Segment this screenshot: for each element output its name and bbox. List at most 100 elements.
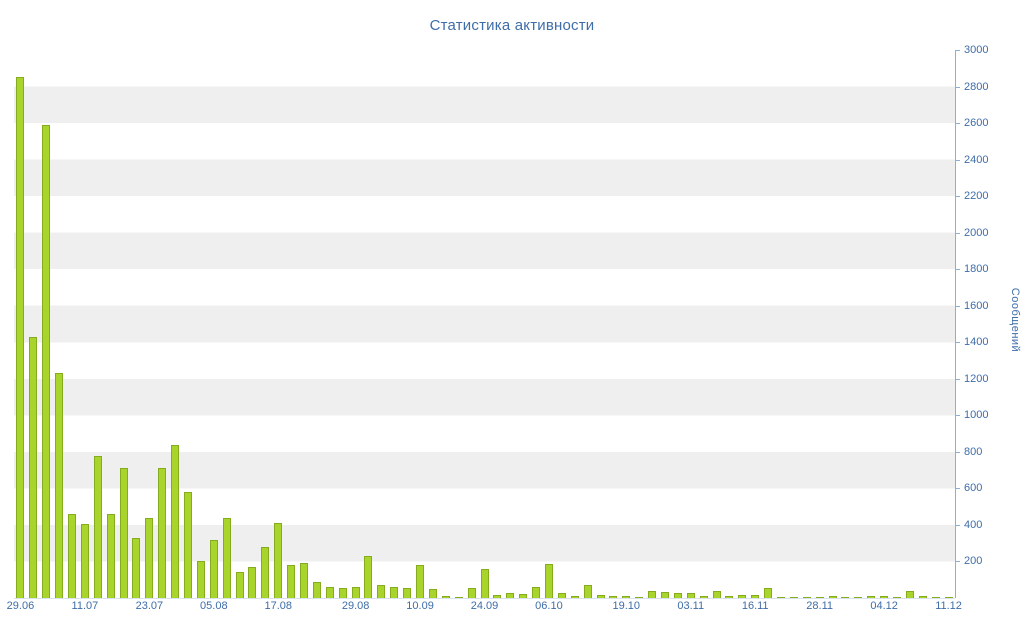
bar xyxy=(519,594,528,598)
bar xyxy=(377,585,386,598)
x-tick-label: 11.12 xyxy=(935,600,962,612)
x-tick-label: 10.09 xyxy=(406,600,434,612)
bar xyxy=(196,561,205,598)
y-tick-label: 3000 xyxy=(964,44,989,56)
bar xyxy=(635,597,644,598)
x-tick-label: 28.11 xyxy=(806,600,833,612)
y-tick-label: 1800 xyxy=(964,263,989,276)
bar xyxy=(480,569,489,598)
bar xyxy=(622,596,631,598)
bar xyxy=(596,595,605,598)
bar xyxy=(751,595,760,598)
bar xyxy=(29,337,38,598)
bar xyxy=(764,588,773,598)
bar xyxy=(351,587,360,598)
y-tick-label: 800 xyxy=(964,445,983,458)
bar xyxy=(557,593,566,598)
y-tick-label: 1000 xyxy=(964,409,989,422)
y-tick-mark xyxy=(955,451,960,453)
bar xyxy=(609,596,618,598)
bar xyxy=(660,592,669,598)
y-tick-mark xyxy=(955,159,960,161)
y-tick-mark xyxy=(955,232,960,234)
bar xyxy=(16,77,25,598)
bar xyxy=(944,597,953,598)
y-tick-label: 200 xyxy=(964,555,983,568)
bar xyxy=(325,587,334,598)
y-tick-mark xyxy=(955,123,960,125)
bar xyxy=(287,565,296,598)
bar xyxy=(42,125,51,598)
y-axis-ticks: 200 400 600 800 1000 1200 1400 1600 1800 2000 2200… xyxy=(955,45,1015,598)
y-tick-mark xyxy=(955,378,960,380)
bar xyxy=(209,540,218,598)
x-tick-label: 23.07 xyxy=(135,600,164,612)
bar xyxy=(776,597,785,598)
bar xyxy=(738,595,747,598)
bar xyxy=(145,518,154,598)
bar xyxy=(364,556,373,598)
x-tick-label: 29.08 xyxy=(341,600,370,612)
bar xyxy=(544,564,553,598)
y-tick-mark xyxy=(955,415,960,417)
bar xyxy=(841,597,850,598)
y-tick-mark xyxy=(955,50,960,51)
bar xyxy=(390,587,399,598)
y-tick-label: 2000 xyxy=(964,226,989,239)
x-axis-line xyxy=(14,598,955,599)
y-tick-label: 1400 xyxy=(964,336,989,349)
y-tick-label: 1600 xyxy=(964,299,989,312)
plot-area xyxy=(14,50,955,598)
bar xyxy=(828,596,837,598)
y-tick-label: 400 xyxy=(964,518,983,531)
bar xyxy=(403,588,412,598)
x-axis-labels: 29.06 11.07 23.07 05.08 17.08 29.08 10.09 24.09… xyxy=(7,600,962,617)
y-tick-label: 2200 xyxy=(964,190,989,203)
bar xyxy=(686,593,695,598)
y-tick-mark xyxy=(955,305,960,307)
bar xyxy=(867,596,876,598)
y-tick-label: 600 xyxy=(964,482,983,495)
bar xyxy=(55,373,64,598)
chart-title: Статистика активности xyxy=(429,17,595,34)
y-tick-mark xyxy=(955,524,960,526)
bar xyxy=(789,597,798,598)
bar xyxy=(80,524,89,598)
y-tick-mark xyxy=(955,561,960,563)
bar xyxy=(312,582,321,598)
bar xyxy=(880,596,889,598)
bar xyxy=(235,572,244,598)
bar xyxy=(68,514,76,598)
y-tick-mark xyxy=(955,342,960,344)
y-tick-label: 2800 xyxy=(964,80,989,93)
bar xyxy=(428,589,437,598)
bar xyxy=(583,585,592,598)
bar xyxy=(248,567,257,598)
bar xyxy=(802,597,811,598)
bar xyxy=(648,591,657,598)
bar xyxy=(416,565,425,598)
bar xyxy=(222,518,231,598)
bar xyxy=(905,591,914,598)
x-tick-label: 04.12 xyxy=(870,600,898,612)
bar xyxy=(467,588,476,598)
y-tick-mark xyxy=(955,488,960,490)
bar xyxy=(712,591,721,598)
bar xyxy=(918,596,927,598)
bar xyxy=(532,587,541,598)
bar xyxy=(106,514,115,598)
x-tick-label: 06.10 xyxy=(535,600,563,612)
bar xyxy=(699,596,708,598)
x-tick-label: 05.08 xyxy=(200,600,228,612)
bar xyxy=(300,563,309,598)
bar xyxy=(93,456,102,598)
x-tick-label: 11.07 xyxy=(71,600,99,612)
y-axis-title: Сообщений xyxy=(1009,287,1021,353)
x-tick-label: 29.06 xyxy=(6,600,35,612)
bar xyxy=(338,588,347,598)
y-tick-mark xyxy=(955,269,960,271)
x-tick-label: 17.08 xyxy=(264,600,293,612)
bar xyxy=(725,596,734,598)
y-tick-label: 2600 xyxy=(964,117,989,130)
